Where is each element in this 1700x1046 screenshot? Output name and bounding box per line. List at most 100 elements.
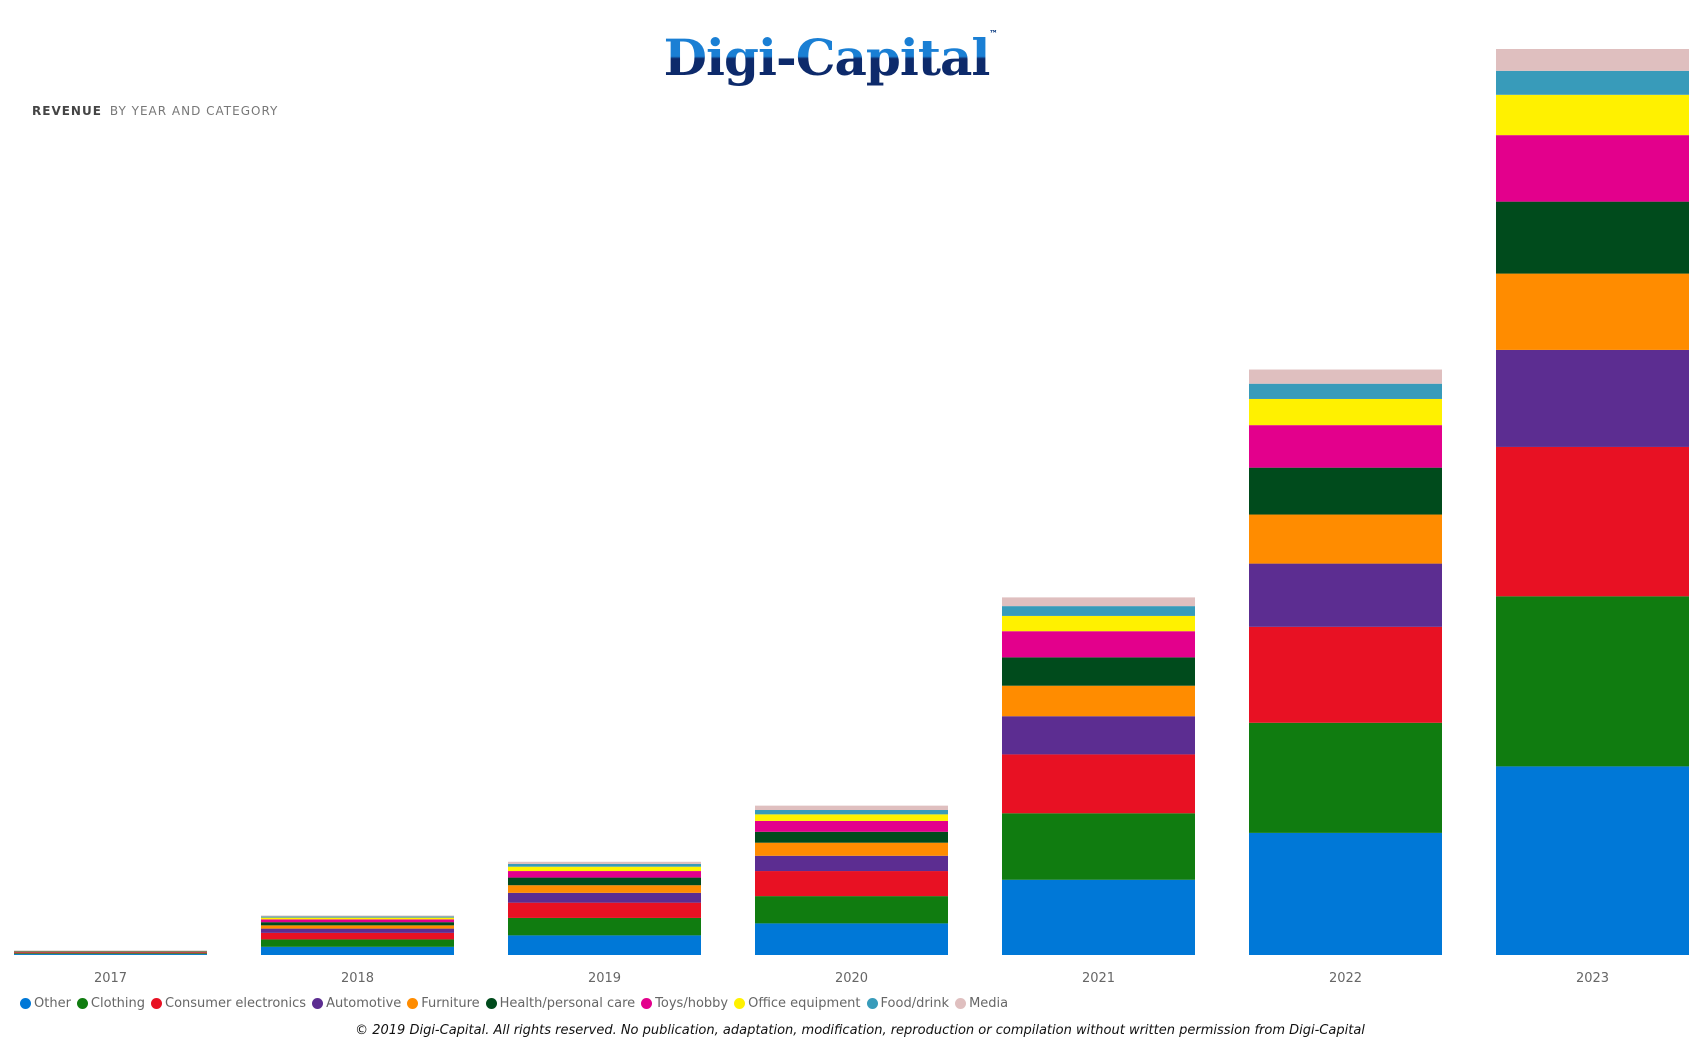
legend-label: Clothing [90, 996, 146, 1011]
bar-segment-2018-consumer-electronics[interactable] [261, 932, 454, 940]
bar-segment-2022-furniture[interactable] [1249, 514, 1442, 564]
legend-item[interactable]: Office equipment [734, 996, 861, 1011]
bar-segment-2017-furniture[interactable] [14, 951, 207, 953]
legend-label: Furniture [421, 996, 480, 1011]
legend-dot-icon [641, 998, 653, 1009]
legend-dot-icon [20, 998, 31, 1009]
bar-segment-2019-automotive[interactable] [508, 892, 701, 903]
legend-item[interactable]: Toys/hobby [641, 996, 728, 1011]
bar-segment-2022-clothing[interactable] [1249, 722, 1442, 833]
bar-segment-2023-consumer-electronics[interactable] [1496, 446, 1689, 597]
legend-label: Office equipment [748, 996, 861, 1011]
bar-segment-2019-media[interactable] [508, 861, 701, 864]
bar-segment-2021-clothing[interactable] [1002, 813, 1195, 880]
bar-segment-2020-furniture[interactable] [755, 842, 948, 856]
x-tick-label: 2022 [1329, 971, 1362, 986]
bar-segment-2020-office-equipment[interactable] [755, 814, 948, 821]
legend-item[interactable]: Media [955, 996, 1008, 1011]
bar-segment-2022-media[interactable] [1249, 369, 1442, 384]
bar-segment-2017-other[interactable] [14, 954, 207, 955]
bar-segment-2021-food-drink[interactable] [1002, 606, 1195, 616]
bar-segment-2019-other[interactable] [508, 935, 701, 955]
bar-segment-2017-health-personal-care[interactable] [14, 951, 207, 952]
bar-segment-2023-automotive[interactable] [1496, 349, 1689, 447]
bar-segment-2022-consumer-electronics[interactable] [1249, 626, 1442, 723]
legend-item[interactable]: Other [20, 996, 71, 1011]
bar-segment-2021-office-equipment[interactable] [1002, 615, 1195, 632]
x-tick-label: 2017 [94, 971, 127, 986]
x-tick-label: 2023 [1576, 971, 1609, 986]
legend-item[interactable]: Furniture [407, 996, 480, 1011]
bar-segment-2018-furniture[interactable] [261, 925, 454, 929]
legend-item[interactable]: Food/drink [866, 996, 949, 1011]
bar-segment-2023-furniture[interactable] [1496, 273, 1689, 350]
bar-segment-2021-furniture[interactable] [1002, 685, 1195, 717]
title-rest: BY YEAR AND CATEGORY [109, 104, 279, 118]
legend-item[interactable]: Automotive [312, 996, 401, 1011]
legend-item[interactable]: Consumer electronics [151, 996, 306, 1011]
bar-segment-2020-food-drink[interactable] [755, 809, 948, 815]
legend-label: Other [34, 996, 71, 1011]
bar-segment-2023-media[interactable] [1496, 49, 1689, 71]
digi-capital-logo: Digi-Capital™ [0, 28, 1660, 87]
legend-dot-icon [407, 998, 419, 1009]
bar-segment-2019-clothing[interactable] [508, 917, 701, 936]
bar-segment-2023-food-drink[interactable] [1496, 70, 1689, 95]
trademark: ™ [989, 28, 997, 38]
bar-segment-2021-health-personal-care[interactable] [1002, 657, 1195, 686]
bar-segment-2023-toys-hobby[interactable] [1496, 135, 1689, 202]
bar-segment-2022-toys-hobby[interactable] [1249, 425, 1442, 468]
bar-segment-2021-toys-hobby[interactable] [1002, 631, 1195, 658]
legend-item[interactable]: Health/personal care [485, 996, 636, 1011]
bar-segment-2019-furniture[interactable] [508, 885, 701, 893]
bar-segment-2020-clothing[interactable] [755, 896, 948, 924]
bar-segment-2020-automotive[interactable] [755, 855, 948, 872]
bar-segment-2018-other[interactable] [261, 946, 454, 955]
bar-segment-2017-automotive[interactable] [14, 952, 207, 953]
legend-dot-icon [485, 998, 497, 1009]
bar-segment-2020-other[interactable] [755, 923, 948, 955]
legend-dot-icon [76, 998, 88, 1009]
copyright-notice: © 2019 Digi-Capital. All rights reserved… [355, 1023, 1365, 1038]
legend-label: Health/personal care [499, 996, 636, 1011]
legend-label: Toys/hobby [655, 996, 729, 1011]
bar-segment-2018-health-personal-care[interactable] [261, 922, 454, 926]
bar-segment-2020-health-personal-care[interactable] [755, 831, 948, 843]
bar-segment-2023-other[interactable] [1496, 766, 1689, 955]
bar-segment-2020-media[interactable] [755, 805, 948, 810]
bar-segment-2018-clothing[interactable] [261, 939, 454, 947]
bar-segment-2017-consumer-electronics[interactable] [14, 952, 207, 954]
bar-segment-2018-toys-hobby[interactable] [261, 919, 454, 923]
x-tick-label: 2018 [341, 971, 374, 986]
bar-segment-2021-automotive[interactable] [1002, 716, 1195, 755]
bar-segment-2020-toys-hobby[interactable] [755, 820, 948, 832]
bar-segment-2023-health-personal-care[interactable] [1496, 201, 1689, 274]
bar-segment-2019-health-personal-care[interactable] [508, 877, 701, 886]
bar-segment-2022-food-drink[interactable] [1249, 383, 1442, 399]
legend-label: Media [969, 996, 1009, 1011]
bar-segment-2021-consumer-electronics[interactable] [1002, 754, 1195, 814]
bar-segment-2021-other[interactable] [1002, 879, 1195, 955]
bar-segment-2023-clothing[interactable] [1496, 596, 1689, 767]
bar-segment-2019-food-drink[interactable] [508, 863, 701, 867]
bar-segment-2021-media[interactable] [1002, 597, 1195, 607]
bar-segment-2019-office-equipment[interactable] [508, 866, 701, 872]
bar-segment-2020-consumer-electronics[interactable] [755, 871, 948, 897]
bar-segment-2018-automotive[interactable] [261, 928, 454, 933]
bar-segment-2017-media[interactable] [14, 950, 207, 952]
legend-dot-icon [151, 998, 163, 1009]
bar-segment-2022-other[interactable] [1249, 832, 1442, 955]
bar-segment-2022-automotive[interactable] [1249, 563, 1442, 627]
bar-segment-2019-toys-hobby[interactable] [508, 871, 701, 878]
x-tick-label: 2020 [835, 971, 868, 986]
bar-segment-2018-media[interactable] [261, 915, 454, 917]
legend-item[interactable]: Clothing [76, 996, 146, 1011]
bar-segment-2022-office-equipment[interactable] [1249, 398, 1442, 426]
bar-segment-2023-office-equipment[interactable] [1496, 94, 1689, 136]
bar-segment-2017-clothing[interactable] [14, 953, 207, 955]
bar-segment-2019-consumer-electronics[interactable] [508, 902, 701, 918]
bar-segment-2018-office-equipment[interactable] [261, 917, 454, 920]
bar-segment-2022-health-personal-care[interactable] [1249, 467, 1442, 515]
bar-segment-2018-food-drink[interactable] [261, 916, 454, 918]
